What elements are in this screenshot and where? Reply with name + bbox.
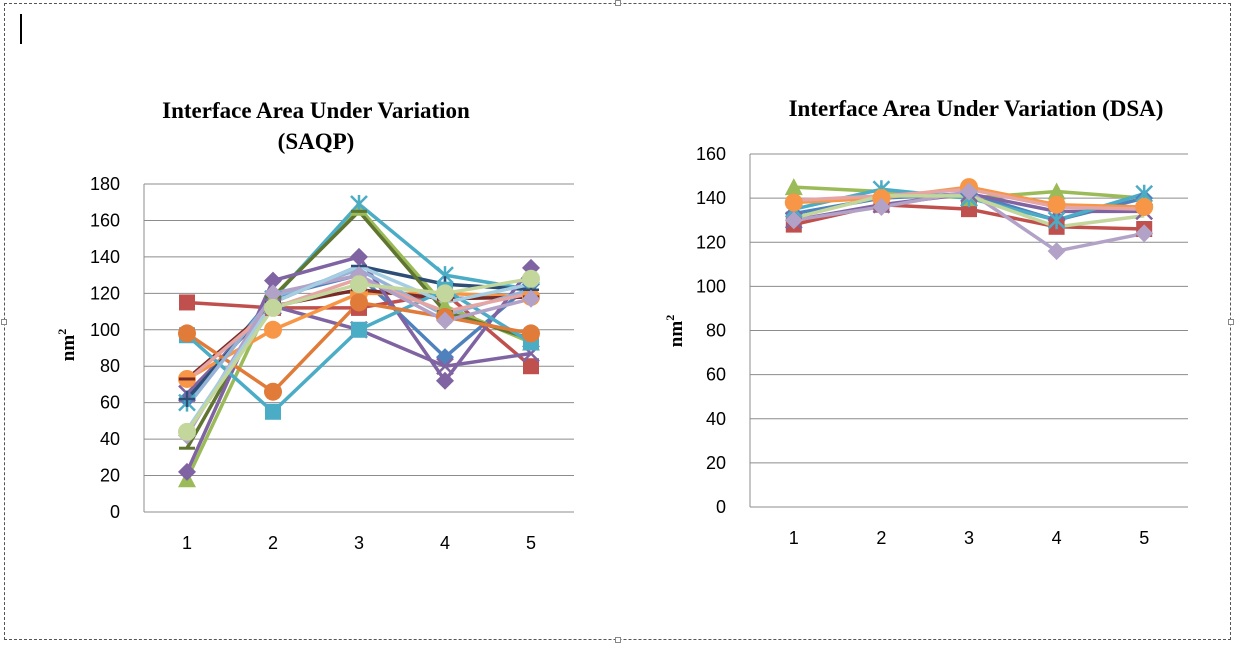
y-tick-label: 0: [716, 497, 726, 517]
data-point: [179, 294, 195, 311]
data-point: [523, 358, 539, 375]
data-point: [522, 289, 540, 308]
data-point: [264, 271, 282, 290]
y-axis-title-text: nm: [666, 321, 687, 348]
y-tick-label: 140: [90, 247, 120, 267]
data-point: [1047, 242, 1066, 261]
data-point: [178, 422, 196, 441]
data-point: [1047, 195, 1066, 214]
text-caret: [20, 14, 22, 44]
y-axis-title-sup: 2: [55, 329, 69, 335]
y-axis-title-text: nm: [58, 335, 79, 362]
x-tick-label: 2: [268, 533, 278, 553]
chart-title-line1: Interface Area Under Variation (DSA): [789, 96, 1164, 121]
data-point: [522, 269, 540, 288]
data-point: [264, 284, 282, 303]
y-tick-label: 120: [696, 232, 726, 252]
chart-title-line1: Interface Area Under Variation: [162, 98, 470, 123]
x-tick-label: 1: [789, 528, 799, 548]
y-tick-label: 160: [696, 144, 726, 164]
data-point: [436, 284, 454, 303]
data-point: [1047, 211, 1066, 230]
data-point: [436, 311, 454, 330]
data-point: [1135, 197, 1154, 216]
data-point: [960, 182, 978, 201]
data-point: [436, 357, 454, 376]
svg-text:nm2: nm2: [55, 329, 79, 361]
x-tick-label: 5: [1139, 528, 1149, 548]
y-tick-label: 0: [110, 502, 120, 522]
x-tick-label: 4: [1052, 528, 1062, 548]
svg-text:nm2: nm2: [663, 315, 687, 347]
y-tick-label: 60: [706, 365, 726, 385]
y-tick-label: 40: [100, 429, 120, 449]
y-tick-label: 120: [90, 283, 120, 303]
x-tick-label: 1: [182, 533, 192, 553]
resize-handle-left[interactable]: [1, 319, 7, 325]
data-point: [784, 193, 803, 212]
data-point: [351, 321, 367, 338]
resize-handle-top[interactable]: [615, 0, 621, 6]
y-tick-label: 20: [100, 466, 120, 486]
x-tick-label: 2: [876, 528, 886, 548]
y-tick-label: 20: [706, 453, 726, 473]
data-point: [178, 462, 196, 481]
y-axis-title: nm2: [55, 329, 79, 361]
x-tick-label: 3: [354, 533, 364, 553]
data-point: [265, 403, 281, 420]
y-tick-label: 40: [706, 409, 726, 429]
data-point: [784, 178, 803, 196]
y-tick-label: 140: [696, 188, 726, 208]
data-point: [264, 382, 282, 401]
y-tick-label: 60: [100, 393, 120, 413]
saqp-chart[interactable]: Interface Area Under Variation (SAQP) nm…: [0, 0, 600, 600]
chart-title-line2: (SAQP): [278, 129, 355, 154]
y-tick-label: 180: [90, 174, 120, 194]
y-tick-label: 160: [90, 210, 120, 230]
data-point: [264, 320, 282, 339]
data-point: [1135, 224, 1154, 243]
data-point: [350, 275, 368, 294]
y-tick-label: 80: [706, 321, 726, 341]
data-point: [264, 298, 282, 317]
resize-handle-bottom[interactable]: [615, 637, 621, 643]
x-tick-label: 5: [526, 533, 536, 553]
data-point: [522, 324, 540, 343]
data-point: [178, 324, 196, 343]
y-tick-label: 100: [90, 320, 120, 340]
y-axis-title-sup: 2: [663, 315, 677, 321]
x-tick-label: 4: [440, 533, 450, 553]
x-tick-label: 3: [964, 528, 974, 548]
y-tick-label: 100: [696, 276, 726, 296]
data-point: [436, 371, 454, 390]
data-point: [350, 293, 368, 312]
data-point: [179, 391, 195, 408]
data-point: [350, 247, 368, 266]
resize-handle-right[interactable]: [1228, 319, 1234, 325]
data-point: [872, 197, 891, 216]
y-tick-label: 80: [100, 356, 120, 376]
dsa-chart[interactable]: Interface Area Under Variation (DSA) nm2…: [620, 0, 1220, 600]
data-point: [784, 211, 803, 230]
data-point: [1047, 182, 1066, 200]
y-axis-title: nm2: [663, 315, 687, 347]
